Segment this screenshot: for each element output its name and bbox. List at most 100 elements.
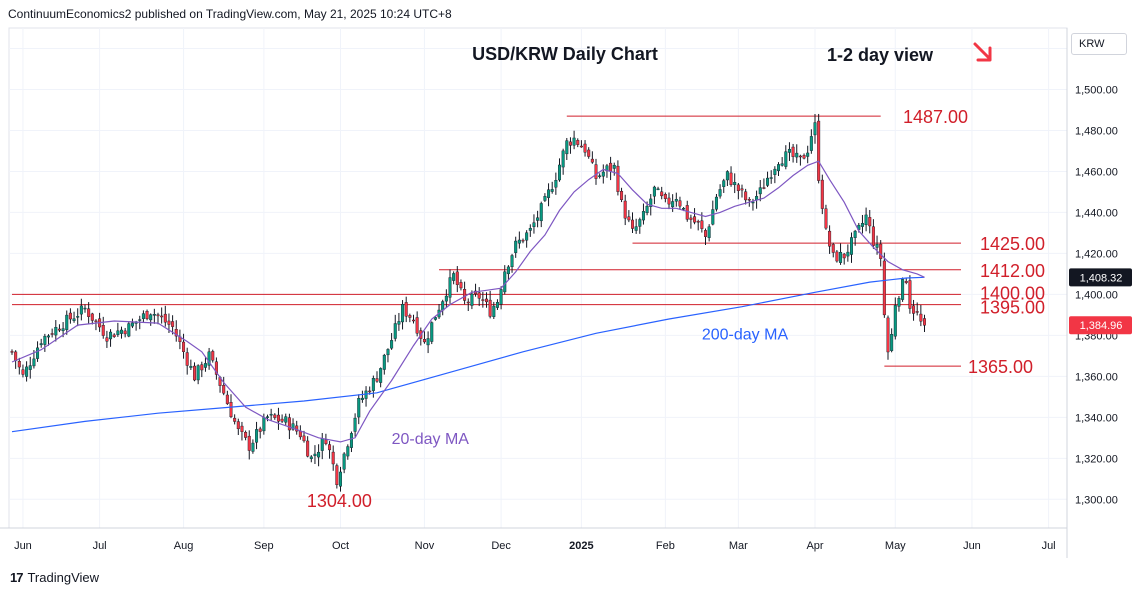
candle-body (262, 417, 266, 432)
candle-body (685, 205, 689, 220)
candle-body (506, 266, 510, 275)
candle-body (214, 361, 218, 375)
candle-body (499, 289, 503, 305)
candle-body (663, 194, 667, 199)
x-tick-label: Jul (93, 540, 107, 552)
candle-body (590, 158, 594, 163)
candle-body (87, 308, 91, 317)
candle-body (901, 279, 905, 300)
candle-body (236, 421, 240, 430)
price-tag-bg (1069, 316, 1132, 335)
candle-body (302, 435, 306, 442)
candle-body (123, 330, 127, 335)
candle-body (276, 414, 280, 422)
candle-body (579, 145, 583, 148)
candle-body (831, 244, 835, 253)
y-tick-label: 1,340.00 (1075, 412, 1118, 424)
candle-body (704, 230, 708, 237)
candle-body (101, 325, 105, 336)
candle-body (813, 122, 817, 136)
candle-body (452, 273, 456, 281)
candle-body (598, 175, 602, 177)
candle-body (766, 177, 770, 186)
candle-body (871, 226, 875, 246)
candle-body (47, 335, 51, 338)
candle-body (397, 321, 401, 325)
candle-body (192, 365, 196, 381)
candle-body (171, 321, 175, 327)
candle-body (422, 339, 426, 343)
candle-body (459, 282, 463, 289)
candle-body (401, 304, 405, 323)
candle-body (335, 465, 339, 486)
candle-body (718, 189, 722, 197)
candle-body (729, 172, 733, 185)
candle-body (594, 164, 598, 179)
candle-body (780, 163, 784, 166)
tradingview-footer[interactable]: 17 TradingView (10, 568, 99, 586)
candle-body (477, 292, 481, 299)
candle-body (94, 320, 98, 323)
candle-body (382, 354, 386, 370)
candle-body (689, 217, 693, 220)
candle-body (25, 366, 29, 377)
candle-body (83, 307, 87, 310)
candle-body (806, 152, 810, 157)
candle-body (744, 191, 748, 201)
candle-body (817, 120, 821, 181)
candle-body (492, 305, 496, 317)
candle-body (846, 251, 850, 257)
candle-body (725, 171, 729, 181)
publisher-header: ContinuumEconomics2 published on Trading… (8, 7, 452, 21)
candle-body (393, 323, 397, 339)
x-tick-label: Feb (656, 540, 675, 552)
candle-body (711, 209, 715, 225)
candle-body (141, 313, 145, 319)
candle-body (174, 329, 178, 337)
candle-body (130, 322, 134, 327)
price-tag-label: 1,384.96 (1080, 320, 1123, 332)
candle-body (470, 293, 474, 306)
candle-body (160, 315, 164, 318)
candle-body (28, 365, 32, 370)
candle-body (255, 429, 259, 443)
candle-body (287, 417, 291, 431)
candle-body (386, 349, 390, 356)
candle-body (525, 232, 529, 241)
candle-body (404, 302, 408, 317)
x-tick-label: Mar (729, 540, 748, 552)
candle-body (769, 177, 773, 179)
candle-body (678, 200, 682, 207)
tradingview-logo-icon: 17 (10, 569, 24, 585)
candle-body (700, 220, 704, 229)
x-tick-label: Jun (963, 540, 981, 552)
candle-body (200, 364, 204, 371)
candle-body (893, 305, 897, 337)
candle-body (495, 302, 499, 308)
candle-body (649, 198, 653, 207)
low-label: 1304.00 (307, 491, 372, 511)
candle-body (36, 347, 40, 359)
x-tick-label: Apr (806, 540, 823, 552)
candle-body (408, 315, 412, 318)
candle-body (251, 442, 255, 452)
candle-body (623, 200, 627, 219)
candle-body (638, 219, 642, 227)
symbol-label[interactable]: KRW (1071, 33, 1127, 55)
price-chart[interactable]: USD/KRW Daily Chart 1-2 day view 1487.00 14… (0, 0, 1143, 560)
x-tick-label: Aug (174, 540, 194, 552)
y-tick-label: 1,460.00 (1075, 166, 1118, 178)
candle-body (740, 188, 744, 191)
candle-body (196, 365, 200, 381)
candle-body (32, 358, 36, 367)
candle-body (156, 314, 160, 317)
candle-body (550, 189, 554, 192)
candle-body (696, 220, 700, 223)
candle-body (693, 216, 697, 223)
candle-body (576, 140, 580, 145)
candle-body (163, 313, 167, 323)
y-tick-label: 1,480.00 (1075, 125, 1118, 137)
candle-body (853, 230, 857, 238)
candle-body (824, 208, 828, 229)
candle-body (868, 217, 872, 227)
